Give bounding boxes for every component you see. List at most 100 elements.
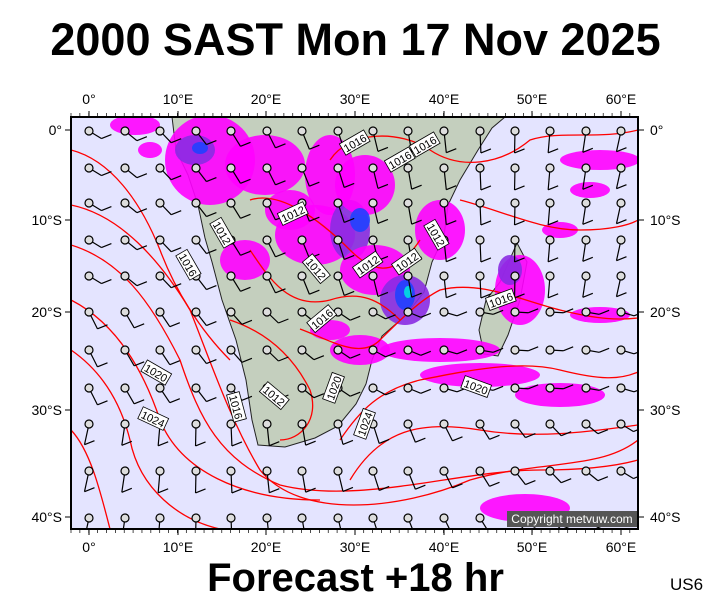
station-circle [156, 384, 164, 392]
lat-label-left: 20°S [31, 304, 62, 320]
station-circle [404, 236, 412, 244]
station-circle [582, 384, 590, 392]
station-circle [192, 164, 200, 172]
station-circle [85, 164, 93, 172]
precip-area [350, 208, 370, 232]
station-circle [334, 346, 342, 354]
station-circle [298, 272, 306, 280]
station-circle [476, 199, 484, 207]
precip-area [570, 182, 610, 198]
station-circle [369, 199, 377, 207]
station-circle [263, 467, 271, 475]
lon-label-bottom: 20°E [251, 539, 282, 555]
station-circle [476, 308, 484, 316]
station-circle [440, 514, 448, 522]
station-circle [121, 346, 129, 354]
station-circle [298, 467, 306, 475]
station-circle [511, 467, 519, 475]
lon-label-top: 60°E [606, 91, 637, 107]
station-circle [511, 199, 519, 207]
lon-label-top: 30°E [340, 91, 371, 107]
station-circle [263, 164, 271, 172]
station-circle [156, 164, 164, 172]
station-circle [546, 467, 554, 475]
station-circle [192, 384, 200, 392]
station-circle [511, 272, 519, 280]
station-circle [582, 164, 590, 172]
wind-barb-flag [306, 535, 316, 539]
station-circle [369, 236, 377, 244]
station-circle [617, 236, 625, 244]
station-circle [156, 346, 164, 354]
station-circle [369, 346, 377, 354]
station-circle [298, 514, 306, 522]
station-circle [121, 467, 129, 475]
station-circle [546, 384, 554, 392]
station-circle [156, 127, 164, 135]
station-circle [582, 467, 590, 475]
station-circle [334, 127, 342, 135]
station-circle [263, 127, 271, 135]
lon-label-top: 0° [82, 91, 95, 107]
station-circle [582, 346, 590, 354]
station-circle [85, 514, 93, 522]
station-circle [156, 467, 164, 475]
station-circle [85, 272, 93, 280]
station-circle [511, 127, 519, 135]
station-circle [476, 514, 484, 522]
lon-label-top: 50°E [517, 91, 548, 107]
station-circle [440, 420, 448, 428]
station-circle [85, 420, 93, 428]
station-circle [617, 384, 625, 392]
station-circle [404, 346, 412, 354]
lat-label-left: 40°S [31, 509, 62, 525]
station-circle [298, 420, 306, 428]
station-circle [298, 164, 306, 172]
lon-label-bottom: 60°E [606, 539, 637, 555]
station-circle [334, 199, 342, 207]
station-circle [440, 308, 448, 316]
station-circle [85, 308, 93, 316]
station-circle [440, 127, 448, 135]
station-circle [334, 236, 342, 244]
station-circle [476, 467, 484, 475]
station-circle [334, 420, 342, 428]
station-circle [334, 272, 342, 280]
station-circle [298, 236, 306, 244]
station-circle [546, 420, 554, 428]
wind-barb-flag [379, 533, 389, 537]
precip-area [138, 142, 162, 158]
station-circle [369, 384, 377, 392]
station-circle [85, 384, 93, 392]
station-circle [263, 199, 271, 207]
lat-label-right: 30°S [650, 402, 681, 418]
station-circle [404, 272, 412, 280]
station-circle [227, 467, 235, 475]
station-circle [404, 467, 412, 475]
station-circle [582, 127, 590, 135]
station-circle [369, 164, 377, 172]
station-circle [121, 272, 129, 280]
station-circle [404, 308, 412, 316]
station-circle [440, 346, 448, 354]
station-circle [227, 272, 235, 280]
station-circle [404, 514, 412, 522]
lon-label-top: 40°E [429, 91, 460, 107]
station-circle [546, 164, 554, 172]
station-circle [156, 236, 164, 244]
wind-barb-flag [232, 536, 242, 540]
lon-label-bottom: 10°E [163, 539, 194, 555]
model-code: US6 [670, 575, 703, 595]
station-circle [227, 384, 235, 392]
station-circle [511, 346, 519, 354]
lon-label-top: 10°E [163, 91, 194, 107]
station-circle [440, 199, 448, 207]
lon-label-bottom: 30°E [340, 539, 371, 555]
station-circle [156, 514, 164, 522]
lat-label-right: 10°S [650, 212, 681, 228]
station-circle [369, 467, 377, 475]
station-circle [617, 467, 625, 475]
station-circle [546, 346, 554, 354]
station-circle [546, 199, 554, 207]
